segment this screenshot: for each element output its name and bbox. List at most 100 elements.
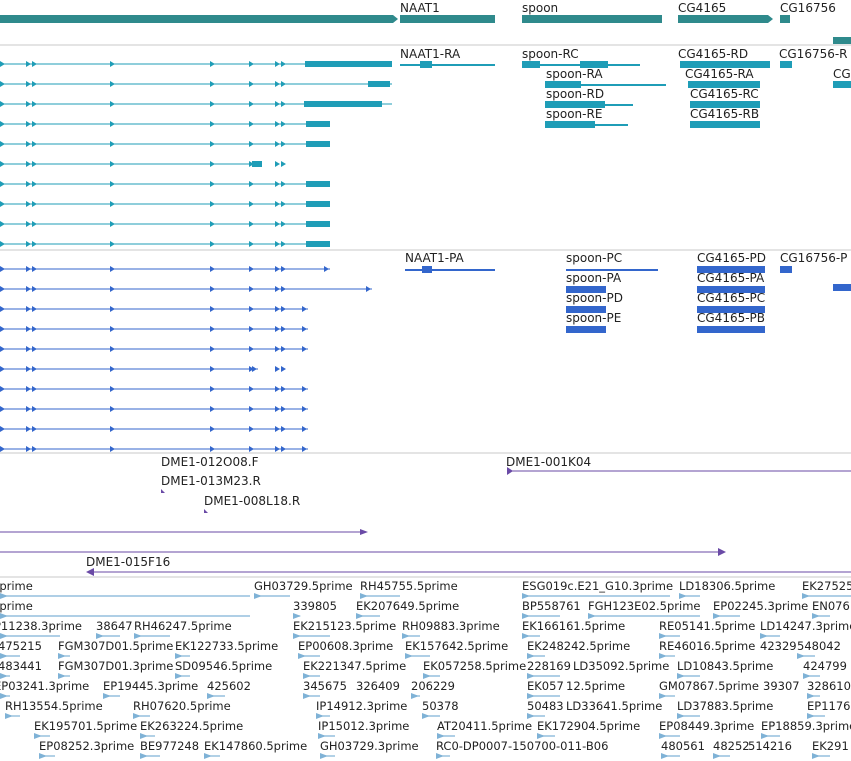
- est-label: IP14912.3prime: [316, 699, 407, 713]
- est-label: 425602: [207, 679, 251, 693]
- est-feature-arrow: [659, 653, 667, 659]
- clone-label: DME1-012O08.F: [161, 455, 259, 469]
- transcript-spoon-ra-intron: [581, 84, 666, 86]
- transcript-exon-arrow: [32, 181, 37, 187]
- transcript-cg4165-rd-exon: [680, 61, 770, 68]
- protein-track-right[interactable]: NAAT1-PA spoon-PC CG4165-PD CG16756-P sp…: [405, 251, 851, 333]
- transcript-exon-arrow: [249, 101, 254, 107]
- clone-arrow: [86, 568, 94, 576]
- protein-exon-arrow: [281, 306, 286, 312]
- transcript-exon-block: [306, 221, 330, 227]
- protein-exon-arrow: [110, 406, 115, 412]
- transcript-exon-arrow: [210, 221, 215, 227]
- est-feature-arrow: [807, 713, 815, 719]
- transcript-exon-arrow: [26, 81, 31, 87]
- transcript-exon-arrow: [110, 81, 115, 87]
- est-label: EK215123.5prime: [293, 619, 396, 633]
- clone-arrow: [507, 467, 513, 475]
- est-feature-arrow: [761, 733, 769, 739]
- transcript-exon-arrow: [32, 221, 37, 227]
- clone-arrow: [718, 548, 726, 556]
- transcript-exon-arrow: [0, 141, 5, 147]
- gene-feature-cg4165-arrow: [768, 15, 773, 23]
- protein-exon-arrow: [281, 346, 286, 352]
- est-feature-arrow: [96, 633, 104, 639]
- est-feature-arrow: [134, 633, 142, 639]
- protein-exon-arrow: [0, 346, 5, 352]
- est-label: EK27525: [802, 579, 851, 593]
- clone-track[interactable]: DME1-012O08.F DME1-001K04 DME1-013M23.R …: [0, 455, 851, 576]
- transcript-exon-arrow: [249, 161, 254, 167]
- est-label: GH03729.5prime: [254, 579, 353, 593]
- gene-label: CG16756: [780, 1, 836, 15]
- protein-exon-arrow: [366, 286, 371, 292]
- transcript-exon-arrow: [0, 201, 5, 207]
- est-feature-arrow: [677, 673, 685, 679]
- transcript-exon-arrow: [275, 161, 280, 167]
- est-feature-arrow: [204, 753, 212, 759]
- transcript-exon-arrow: [32, 61, 37, 67]
- gene-track[interactable]: NAAT1 spoon CG4165 CG16756: [0, 1, 851, 44]
- transcript-exon-arrow: [26, 241, 31, 247]
- est-feature-arrow: [140, 753, 148, 759]
- transcript-label: CG: [833, 67, 851, 81]
- transcript-exon-block: [306, 201, 330, 207]
- protein-exon-arrow: [249, 386, 254, 392]
- protein-exon-arrow: [252, 366, 257, 372]
- protein-label: CG4165-PA: [697, 271, 765, 285]
- est-feature-arrow: [207, 693, 215, 699]
- transcript-exon-arrow: [32, 201, 37, 207]
- est-label: EK157642.5prime: [405, 639, 508, 653]
- est-label: EK207649.5prime: [356, 599, 459, 613]
- transcript-label: NAAT1-RA: [400, 47, 461, 61]
- est-feature-arrow: [522, 613, 530, 619]
- transcript-exon-arrow: [249, 81, 254, 87]
- protein-exon-arrow: [302, 346, 307, 352]
- clone-tick: [161, 489, 165, 493]
- transcript-exon-arrow: [249, 201, 254, 207]
- est-label: LD33641.5prime: [566, 699, 662, 713]
- transcript-track-right[interactable]: NAAT1-RA spoon-RC CG4165-RD CG16756-R sp…: [400, 47, 851, 128]
- protein-track-left[interactable]: [0, 266, 372, 452]
- est-feature-arrow: [316, 713, 324, 719]
- est-label: EK057: [527, 679, 564, 693]
- protein-exon-arrow: [275, 266, 280, 272]
- est-feature-arrow: [0, 673, 8, 679]
- protein-exon-arrow: [324, 266, 329, 272]
- est-labels: 5prime GH03729.5prime RH45755.5prime ESG…: [0, 579, 851, 753]
- est-label: FGM307D01.5prime: [58, 639, 173, 653]
- transcript-exon-arrow: [110, 121, 115, 127]
- transcript-label: CG16756-R: [779, 47, 848, 61]
- transcript-exon-block: [306, 181, 330, 187]
- protein-exon-arrow: [275, 306, 280, 312]
- est-track[interactable]: 5prime GH03729.5prime RH45755.5prime ESG…: [0, 579, 851, 759]
- transcript-exon-arrow: [210, 201, 215, 207]
- est-feature-arrow: [812, 613, 820, 619]
- est-label: LD37883.5prime: [677, 699, 773, 713]
- protein-exon-arrow: [275, 386, 280, 392]
- protein-exon-arrow: [281, 326, 286, 332]
- transcript-exon-arrow: [249, 61, 254, 67]
- transcript-exon-arrow: [281, 101, 286, 107]
- est-label: RH45755.5prime: [360, 579, 458, 593]
- protein-exon-arrow: [26, 306, 31, 312]
- est-label: 424799: [803, 659, 847, 673]
- est-label: 480561: [661, 739, 705, 753]
- est-label: 328610: [807, 679, 851, 693]
- transcript-exon-arrow: [275, 241, 280, 247]
- transcript-exon-arrow: [110, 201, 115, 207]
- est-feature-arrow: [588, 613, 596, 619]
- transcript-exon-arrow: [26, 221, 31, 227]
- est-feature-arrow: [293, 633, 301, 639]
- est-feature-arrow: [303, 673, 311, 679]
- est-label: EP08449.3prime: [659, 719, 754, 733]
- est-label: EP1176: [807, 699, 850, 713]
- est-feature-marks[interactable]: [0, 593, 851, 759]
- protein-exon-arrow: [249, 446, 254, 452]
- transcript-spoon-re-intron: [595, 124, 628, 126]
- est-feature-arrow: [360, 593, 368, 599]
- transcript-track-left[interactable]: [0, 61, 392, 247]
- gene-feature-cg4165: [678, 15, 768, 23]
- est-label: LD10843.5prime: [677, 659, 773, 673]
